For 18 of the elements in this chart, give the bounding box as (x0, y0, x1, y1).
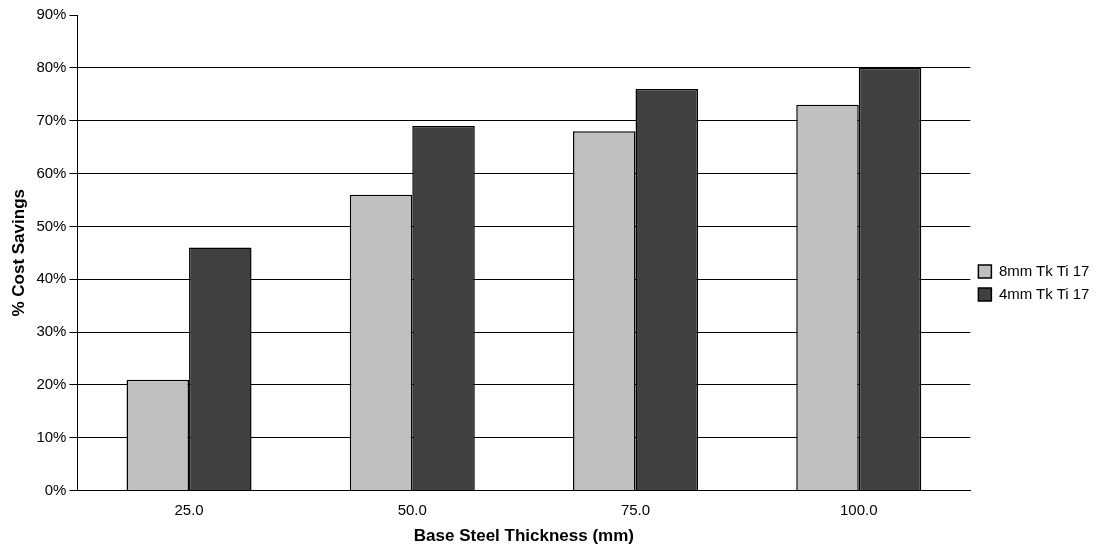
y-axis-title: % Cost Savings (8, 189, 28, 317)
y-tick-label: 40% (36, 269, 67, 287)
y-tick-label: 0% (44, 480, 67, 498)
y-tick-label: 80% (36, 57, 67, 75)
legend-label: 8mm Tk Ti 17 (998, 261, 1090, 279)
y-tick-label: 90% (36, 5, 67, 23)
x-tick-label: 100.0 (839, 500, 878, 518)
x-tick-label: 75.0 (620, 500, 651, 518)
y-tick-label: 70% (36, 110, 67, 128)
y-tick-label: 10% (36, 427, 67, 445)
y-tick-label: 30% (36, 322, 67, 340)
legend-label: 4mm Tk Ti 17 (998, 284, 1090, 302)
x-tick-label: 25.0 (174, 500, 204, 518)
y-tick-label: 60% (36, 163, 67, 181)
x-axis-title: Base Steel Thickness (mm) (413, 526, 634, 546)
x-tick-label: 50.0 (397, 500, 427, 518)
y-tick-label: 50% (36, 216, 67, 234)
y-tick-label: 20% (36, 375, 67, 393)
